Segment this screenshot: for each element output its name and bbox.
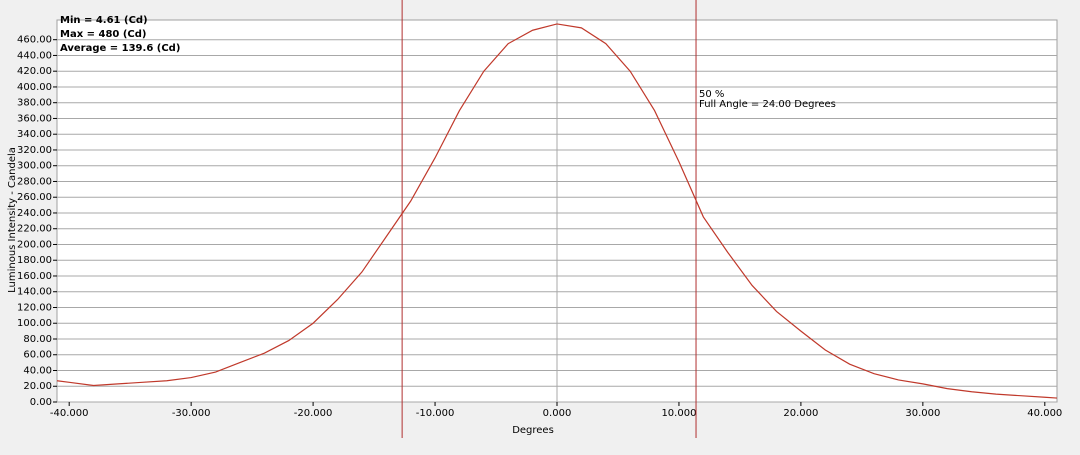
y-tick-label: 20.00 [23,381,52,392]
y-tick-label: 300.00 [17,161,52,172]
y-tick-label: 80.00 [23,334,52,345]
x-tick-label: 0.000 [543,408,572,419]
y-tick-label: 280.00 [17,176,52,187]
y-tick-label: 140.00 [17,287,52,298]
y-tick-label: 200.00 [17,239,52,250]
x-tick-label: 30.000 [905,408,940,419]
x-tick-label: 20.000 [783,408,818,419]
y-tick-label: 420.00 [17,66,52,77]
y-tick-label: 40.00 [23,365,52,376]
data-line [56,23,1058,399]
y-tick-label: 240.00 [17,208,52,219]
y-tick-label: 180.00 [17,255,52,266]
y-tick-label: 260.00 [17,192,52,203]
y-tick-label: 340.00 [17,129,52,140]
y-tick-label: 460.00 [17,35,52,46]
y-tick-label: 360.00 [17,113,52,124]
x-tick-label: 40.000 [1027,408,1062,419]
y-axis-label: Luminous Intensity - Candela [7,147,18,293]
y-tick-label: 100.00 [17,318,52,329]
y-tick-label: 120.00 [17,302,52,313]
y-tick-label: 0.00 [30,397,52,408]
y-tick-label: 220.00 [17,224,52,235]
x-tick-label: -40.000 [50,408,89,419]
stat-label: Max = 480 (Cd) [60,29,146,40]
stat-label: Min = 4.61 (Cd) [60,15,148,26]
annotation: 50 % [699,89,724,100]
y-tick-label: 400.00 [17,82,52,93]
y-tick-label: 380.00 [17,98,52,109]
x-tick-label: -20.000 [294,408,333,419]
annotation: Full Angle = 24.00 Degrees [699,99,836,110]
x-tick-label: 10.000 [661,408,696,419]
x-tick-label: -30.000 [172,408,211,419]
y-tick-label: 320.00 [17,145,52,156]
x-axis-label: Degrees [512,425,554,436]
stat-label: Average = 139.6 (Cd) [60,43,180,54]
x-tick-label: -10.000 [416,408,455,419]
y-tick-label: 160.00 [17,271,52,282]
y-tick-label: 440.00 [17,50,52,61]
y-tick-label: 60.00 [23,350,52,361]
